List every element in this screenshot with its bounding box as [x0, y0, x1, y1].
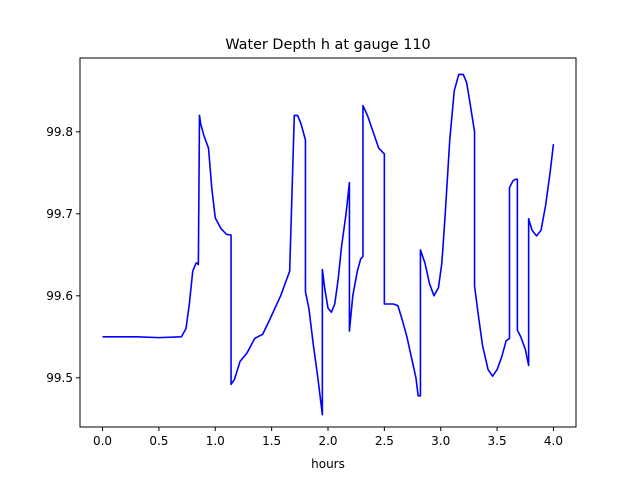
plot-frame [79, 57, 577, 428]
x-axis: 0.0 0.5 1.0 1.5 2.0 2.5 3.0 3.5 4.0 [93, 427, 563, 448]
y-tick-label: 99.6 [46, 289, 73, 303]
x-tick-label: 0.5 [149, 434, 168, 448]
series-line-0 [102, 73, 555, 416]
y-tick-label: 99.5 [46, 371, 73, 385]
x-tick-label: 1.0 [206, 434, 225, 448]
x-axis-title: hours [311, 457, 345, 471]
y-tick-label: 99.7 [46, 207, 73, 221]
x-tick-label: 1.5 [262, 434, 281, 448]
x-tick-label: 2.5 [375, 434, 394, 448]
x-tick-label: 3.5 [488, 434, 507, 448]
x-tick-label: 0.0 [93, 434, 112, 448]
plot-area [102, 73, 555, 416]
y-axis: 99.5 99.6 99.7 99.8 [46, 125, 80, 385]
x-tick-label: 2.0 [318, 434, 337, 448]
y-tick-label: 99.8 [46, 125, 73, 139]
chart-title: Water Depth h at gauge 110 [225, 37, 430, 53]
x-tick-label: 3.0 [431, 434, 450, 448]
x-tick-label: 4.0 [544, 434, 563, 448]
